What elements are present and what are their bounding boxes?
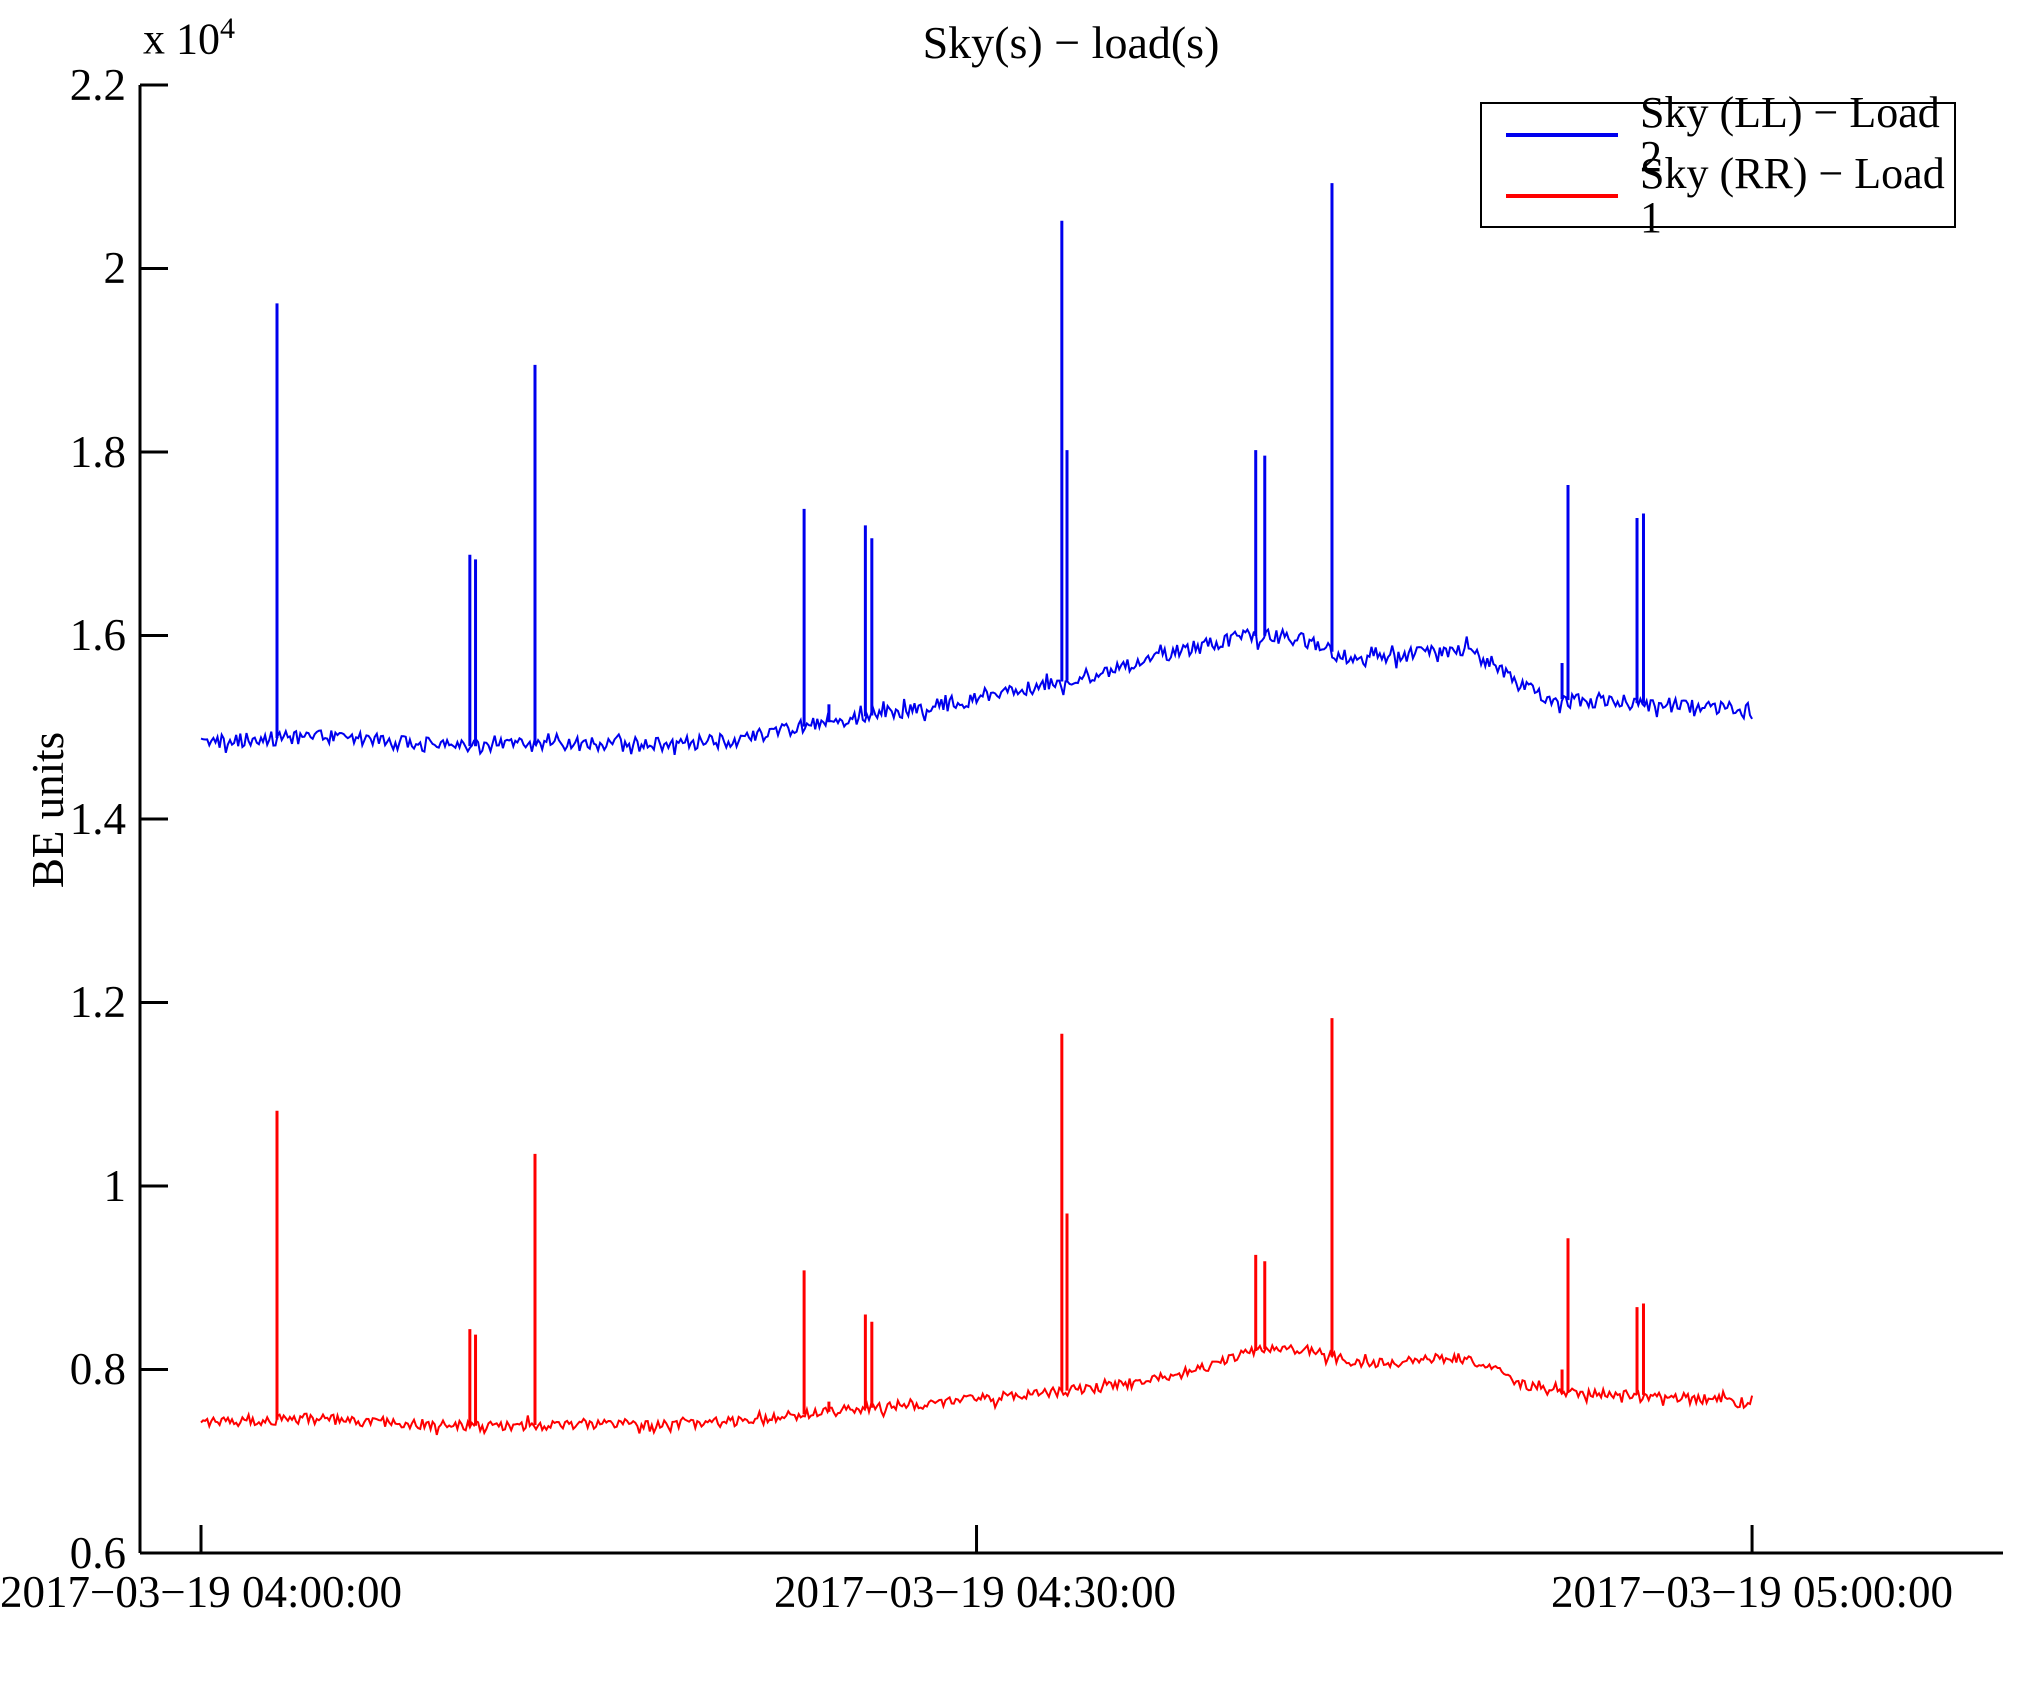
y-tick-label: 1.8 xyxy=(69,427,126,477)
y-tick-label: 2 xyxy=(103,243,127,293)
legend-line-sample-blue xyxy=(1506,132,1618,137)
y-tick-label: 2.2 xyxy=(69,60,126,110)
exponent-power: 4 xyxy=(220,12,235,45)
y-axis-exponent-label: x 104 xyxy=(143,12,235,65)
y-tick-label: 1 xyxy=(103,1161,127,1211)
legend-item: Sky (RR) − Load 1 xyxy=(1482,151,1954,239)
y-tick-label: 0.6 xyxy=(69,1528,126,1578)
y-tick-label: 1.6 xyxy=(69,610,126,660)
y-tick-label: 1.4 xyxy=(69,794,126,844)
y-tick-label: 1.2 xyxy=(69,977,126,1027)
legend-line-sample-red xyxy=(1506,193,1618,198)
legend-item: Sky (LL) − Load 2 xyxy=(1482,90,1954,178)
legend-box: Sky (LL) − Load 2 Sky (RR) − Load 1 xyxy=(1480,90,1956,239)
legend-label: Sky (RR) − Load 1 xyxy=(1640,148,1945,242)
x-tick-label: 2017−03−19 05:00:00 xyxy=(1550,1567,1953,1617)
y-tick-label: 0.8 xyxy=(69,1344,126,1394)
exponent-base: x 10 xyxy=(143,14,220,64)
legend-label: Sky (LL) − Load 2 xyxy=(1640,87,1940,181)
chart-title: Sky(s) − load(s) xyxy=(922,17,1220,68)
x-tick-label: 2017−03−19 04:30:00 xyxy=(773,1567,1176,1617)
x-tick-label: 2017−03−19 04:00:00 xyxy=(0,1567,402,1617)
